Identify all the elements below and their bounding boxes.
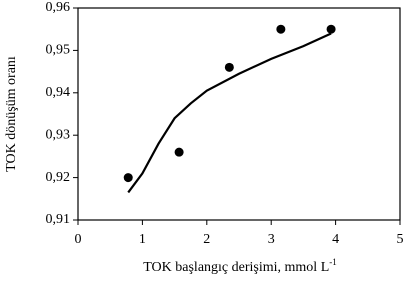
- x-tick-label: 1: [139, 232, 146, 247]
- y-tick-label: 0,96: [46, 0, 71, 15]
- data-point: [174, 147, 184, 157]
- x-axis-label: TOK başlangıç derişimi, mmol L-1: [143, 257, 337, 275]
- plot-frame: [77, 7, 401, 221]
- x-tick-label: 3: [268, 232, 275, 247]
- y-tick-label: 0,92: [46, 170, 71, 185]
- y-tick-label: 0,94: [46, 85, 71, 100]
- fit-curve: [127, 32, 332, 194]
- data-point: [276, 24, 286, 34]
- y-tick-label: 0,91: [46, 212, 71, 227]
- x-axis-label-text: TOK başlangıç derişimi, mmol L: [143, 260, 329, 275]
- x-tick-label: 2: [203, 232, 210, 247]
- data-point: [123, 173, 133, 183]
- data-point: [224, 62, 234, 72]
- y-axis-label: TOK dönüşüm oranı: [4, 56, 19, 172]
- y-tick-label: 0,95: [46, 43, 71, 58]
- x-tick-label: 4: [332, 232, 339, 247]
- data-point: [326, 24, 336, 34]
- x-tick-label: 5: [397, 232, 404, 247]
- x-tick-label: 0: [75, 232, 82, 247]
- x-axis-label-sup: -1: [329, 257, 337, 267]
- y-tick-label: 0,93: [46, 127, 71, 142]
